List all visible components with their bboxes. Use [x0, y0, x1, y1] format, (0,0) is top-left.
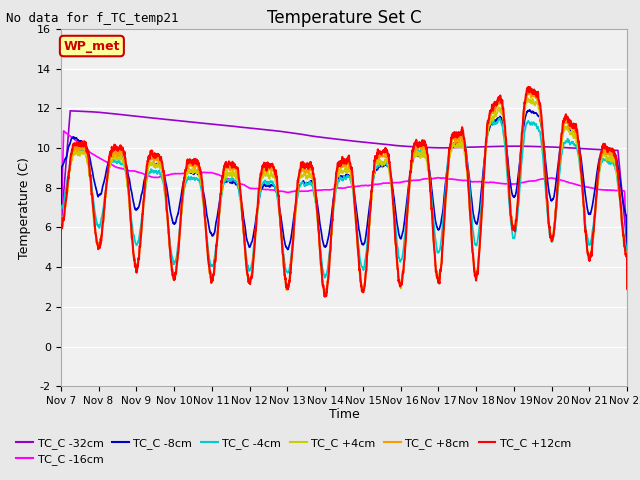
Legend: TC_C -32cm, TC_C -16cm, TC_C -8cm, TC_C -4cm, TC_C +4cm, TC_C +8cm, TC_C +12cm: TC_C -32cm, TC_C -16cm, TC_C -8cm, TC_C …	[12, 433, 575, 469]
Title: Temperature Set C: Temperature Set C	[267, 9, 421, 27]
X-axis label: Time: Time	[328, 408, 360, 420]
Text: No data for f_TC_temp21: No data for f_TC_temp21	[6, 12, 179, 25]
Y-axis label: Temperature (C): Temperature (C)	[19, 156, 31, 259]
Text: WP_met: WP_met	[63, 39, 120, 52]
